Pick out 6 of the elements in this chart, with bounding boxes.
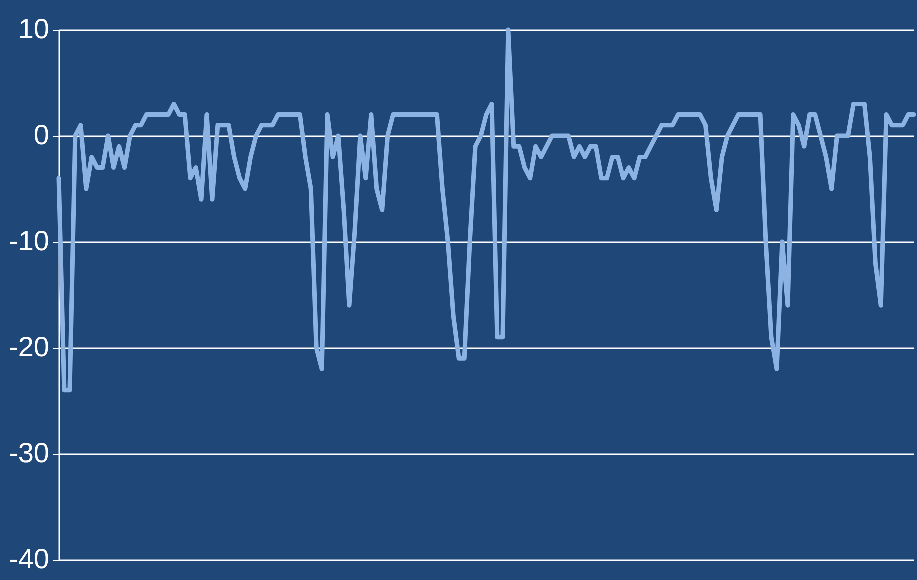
y-tick-label: -20 [9, 332, 50, 362]
y-tick-label: -40 [9, 544, 50, 574]
y-tick-label: 0 [34, 120, 50, 150]
y-tick-label: -10 [9, 226, 50, 256]
y-tick-label: 10 [18, 14, 50, 44]
y-tick-label: -30 [9, 438, 50, 468]
